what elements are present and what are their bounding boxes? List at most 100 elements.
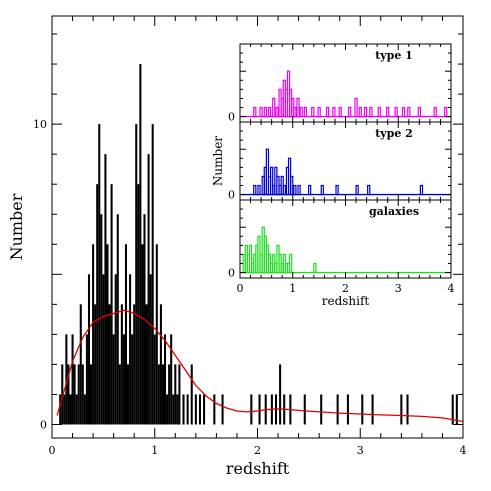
histogram-bar [83, 394, 86, 425]
x-tick-label: 3 [357, 444, 364, 457]
x-tick-label: 0 [237, 282, 244, 295]
y-axis-title: Number [7, 193, 26, 260]
histogram-bar [133, 304, 136, 425]
histogram-bar [336, 394, 339, 425]
histogram-bar [190, 364, 193, 425]
inset-panel-type-1: 0 type 1 [228, 43, 452, 124]
histogram-bar [203, 394, 206, 425]
plot-area [240, 44, 451, 122]
histogram-bar [406, 394, 409, 425]
histogram-bar [75, 394, 78, 425]
histogram-bar [118, 364, 121, 425]
inset-panel-galaxies: 0 1 2 3 4 0 redshift galaxies [228, 199, 455, 308]
histogram-bar [114, 274, 117, 425]
histogram-bar [129, 274, 132, 425]
x-tick-label: 2 [254, 444, 261, 457]
histogram-bar [221, 394, 224, 425]
histogram-bar [87, 274, 91, 425]
histogram-bar [147, 154, 150, 425]
histogram-bar [194, 394, 197, 425]
histogram-bar [124, 244, 128, 425]
histogram-bar [112, 334, 115, 425]
histogram-bar [166, 394, 169, 425]
histogram-bar [159, 304, 162, 425]
histogram-bar [85, 334, 88, 425]
histogram-bar [90, 364, 93, 425]
y-tick-label: 0 [228, 111, 235, 124]
x-tick-label: 1 [289, 282, 296, 295]
plot-area [240, 200, 451, 278]
histogram-bar [155, 244, 158, 425]
plot-marks [240, 70, 451, 118]
histogram-bar [106, 244, 109, 425]
histogram-bar [361, 394, 364, 425]
histogram-bar [250, 394, 253, 425]
histogram-bar [163, 334, 167, 425]
histogram-bar [198, 394, 201, 425]
histogram-bar [65, 334, 68, 425]
y-tick-label: 0 [40, 418, 47, 431]
histogram-bar [141, 244, 144, 425]
histogram-bar [127, 364, 130, 425]
histogram-bar [137, 184, 140, 425]
histogram-bar [320, 394, 323, 425]
histogram-bar [63, 394, 66, 425]
histogram-bar [170, 334, 173, 425]
histogram-bar [79, 304, 82, 425]
histogram-bar [258, 394, 261, 425]
histogram-bar [346, 394, 349, 425]
histogram-bar [157, 364, 160, 425]
panel-title: type 2 [375, 127, 413, 140]
histogram-bar [139, 64, 142, 425]
histogram-bar [400, 394, 403, 425]
y-axis-title: Number [211, 136, 225, 186]
panel-title: type 1 [375, 49, 413, 62]
histogram-bar [145, 304, 148, 425]
histogram-bar [108, 304, 111, 425]
histogram-bar [73, 364, 76, 425]
histogram-bar [110, 184, 113, 425]
panel-title: galaxies [369, 205, 419, 218]
histogram-bar [71, 334, 74, 425]
histogram-bar [186, 394, 189, 425]
histogram-bar [116, 214, 119, 425]
histogram-bar [371, 394, 374, 425]
histogram-bar [131, 334, 134, 425]
x-tick-label: 0 [49, 444, 56, 457]
plot-marks [56, 64, 463, 425]
histogram-bar [81, 364, 84, 425]
x-tick-label: 4 [448, 282, 455, 295]
smoothed-distribution-curve [56, 309, 463, 423]
histogram-bar [77, 364, 80, 425]
x-tick-label: 3 [395, 282, 402, 295]
histogram-bar [176, 394, 179, 425]
histogram-bar [161, 364, 164, 425]
y-tick-label: 0 [228, 189, 235, 202]
y-tick-label: 10 [33, 118, 47, 131]
histogram-bar [67, 364, 70, 425]
histogram-bar [100, 214, 103, 425]
histogram-bar [92, 244, 95, 425]
x-axis-title: redshift [226, 459, 290, 478]
histogram-bar [182, 394, 185, 425]
histogram-bar [153, 334, 156, 425]
histogram-bar [122, 334, 125, 425]
histogram-bar [98, 124, 101, 425]
histogram-bar [149, 274, 152, 425]
histogram-bar [178, 364, 181, 425]
histogram-bar [213, 394, 216, 425]
y-tick-label: 0 [228, 267, 235, 280]
histogram-bar [451, 394, 454, 425]
histogram-bar [303, 394, 306, 425]
histogram-bar [174, 364, 177, 425]
histogram-bar [61, 364, 64, 425]
histogram-bar [172, 394, 175, 425]
histogram-bar [69, 394, 72, 425]
histogram-bar [104, 154, 107, 425]
x-tick-label: 4 [460, 444, 467, 457]
histogram-bar [279, 364, 282, 425]
histogram-bar [102, 274, 105, 425]
x-tick-label: 2 [342, 282, 349, 295]
